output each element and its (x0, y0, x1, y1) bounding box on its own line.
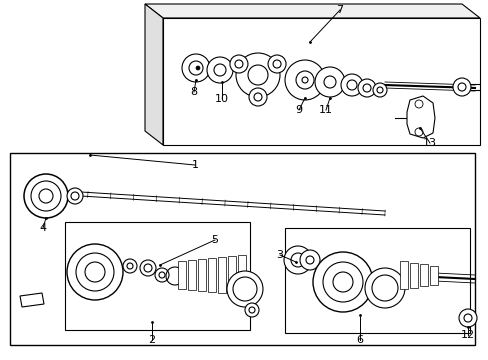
Text: 3: 3 (276, 250, 283, 260)
Circle shape (123, 259, 137, 273)
Text: 2: 2 (148, 335, 155, 345)
Circle shape (295, 71, 313, 89)
Bar (238, 255, 245, 295)
Circle shape (140, 260, 156, 276)
Circle shape (253, 93, 262, 101)
Circle shape (247, 65, 267, 85)
Circle shape (284, 246, 311, 274)
Circle shape (357, 79, 375, 97)
Text: 8: 8 (190, 87, 197, 97)
Circle shape (376, 87, 382, 93)
Circle shape (371, 275, 397, 301)
Circle shape (71, 192, 79, 200)
Circle shape (372, 83, 386, 97)
Circle shape (414, 128, 422, 136)
Circle shape (67, 188, 83, 204)
Text: 7: 7 (336, 5, 343, 15)
Text: 1: 1 (191, 160, 198, 170)
Bar (187, 260, 196, 290)
Circle shape (189, 61, 203, 75)
Circle shape (143, 264, 152, 272)
Circle shape (232, 277, 257, 301)
Circle shape (226, 271, 263, 307)
Circle shape (76, 253, 114, 291)
Polygon shape (20, 293, 44, 307)
Circle shape (305, 256, 313, 264)
Circle shape (85, 262, 105, 282)
Circle shape (452, 78, 470, 96)
Text: 5: 5 (211, 235, 218, 245)
Bar (10, 153, 474, 345)
Circle shape (299, 250, 319, 270)
Text: 11: 11 (318, 105, 332, 115)
Circle shape (67, 244, 123, 300)
Circle shape (312, 252, 372, 312)
Circle shape (155, 268, 169, 282)
Circle shape (332, 272, 352, 292)
Circle shape (285, 60, 325, 100)
Circle shape (290, 253, 305, 267)
Bar (65, 222, 249, 330)
Circle shape (196, 66, 200, 70)
Circle shape (314, 67, 345, 97)
Circle shape (458, 309, 476, 327)
Circle shape (323, 262, 362, 302)
Bar (409, 263, 417, 288)
Circle shape (302, 77, 307, 83)
Circle shape (457, 83, 465, 91)
Text: 12: 12 (460, 330, 474, 340)
Circle shape (127, 263, 133, 269)
Circle shape (267, 55, 285, 73)
Polygon shape (145, 4, 479, 18)
Bar (207, 258, 216, 292)
Bar (399, 261, 407, 289)
Polygon shape (406, 96, 434, 138)
Polygon shape (145, 4, 163, 145)
Polygon shape (163, 18, 479, 145)
Bar (227, 256, 236, 294)
Bar (198, 259, 205, 291)
Circle shape (248, 88, 266, 106)
Circle shape (214, 64, 225, 76)
Text: 10: 10 (215, 94, 228, 104)
Circle shape (182, 54, 209, 82)
Bar (285, 228, 469, 333)
Circle shape (362, 84, 370, 92)
Circle shape (24, 174, 68, 218)
Circle shape (463, 314, 471, 322)
Circle shape (229, 55, 247, 73)
Circle shape (39, 189, 53, 203)
Circle shape (31, 181, 61, 211)
Circle shape (414, 100, 422, 108)
Circle shape (340, 74, 362, 96)
Text: 6: 6 (356, 335, 363, 345)
Circle shape (159, 272, 164, 278)
Circle shape (346, 80, 356, 90)
Circle shape (364, 268, 404, 308)
Bar (218, 257, 225, 293)
Bar (429, 266, 437, 285)
Bar (419, 264, 427, 286)
Text: 4: 4 (40, 223, 46, 233)
Circle shape (244, 303, 259, 317)
Circle shape (236, 53, 280, 97)
Circle shape (234, 60, 243, 68)
Text: 13: 13 (422, 138, 436, 148)
Circle shape (206, 57, 232, 83)
Bar (178, 261, 185, 289)
Text: 9: 9 (295, 105, 302, 115)
Circle shape (248, 307, 254, 313)
Circle shape (324, 76, 335, 88)
Circle shape (272, 60, 281, 68)
